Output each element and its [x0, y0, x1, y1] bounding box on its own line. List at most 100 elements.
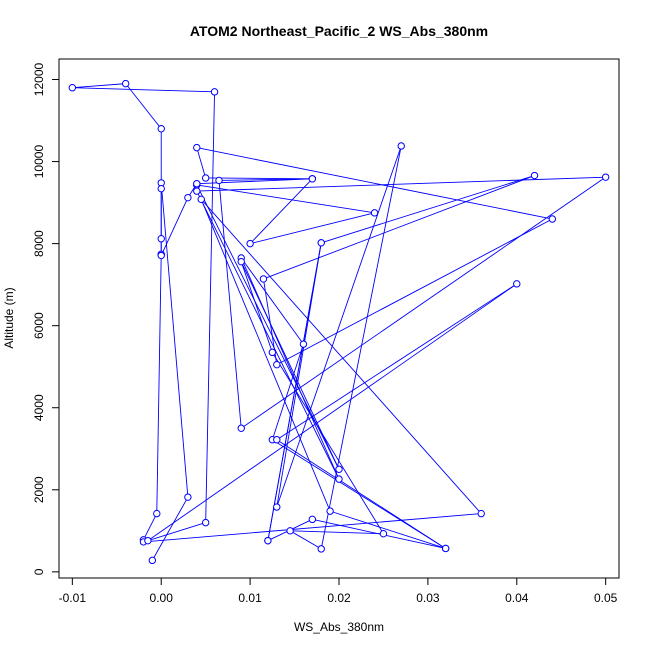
- data-point: [335, 475, 343, 483]
- y-tick-label: 0: [32, 568, 46, 575]
- data-point: [215, 176, 223, 185]
- y-tick-label: 10000: [32, 145, 46, 179]
- data-point: [326, 507, 334, 515]
- y-tick-label: 2000: [32, 476, 46, 503]
- x-axis: -0.01 0.00 0.01 0.02 0.03 0.04 0.05: [59, 577, 618, 605]
- data-point: [193, 187, 201, 195]
- data-point: [144, 536, 152, 545]
- series-segment: [72, 87, 215, 93]
- data-point: [513, 280, 521, 288]
- y-axis: 0 2000 4000 6000 8000 10000 12000: [32, 63, 60, 575]
- data-point: [157, 235, 165, 243]
- series-segment: [240, 257, 304, 345]
- data-point: [264, 536, 272, 545]
- series-segment: [147, 283, 518, 542]
- series-segment: [290, 530, 384, 535]
- series-segment: [320, 145, 402, 549]
- series-segment: [267, 242, 322, 541]
- chart-title: ATOM2 Northeast_Pacific_2 WS_Abs_380nm: [190, 23, 488, 39]
- series-segment: [218, 180, 242, 429]
- series-segment: [200, 199, 331, 512]
- data-point: [157, 125, 165, 133]
- data-point: [273, 436, 281, 444]
- data-point: [286, 527, 294, 535]
- x-axis-label: WS_Abs_380nm: [294, 620, 384, 634]
- x-tick-label: 0.01: [238, 591, 262, 605]
- series-segment: [72, 83, 126, 89]
- series-segment: [125, 83, 162, 130]
- series-segment: [156, 254, 162, 514]
- series-segment: [196, 190, 340, 480]
- series-segment: [147, 522, 206, 542]
- y-tick-label: 12000: [32, 63, 46, 97]
- x-tick-label: 0.03: [416, 591, 440, 605]
- data-point: [184, 193, 192, 202]
- x-tick-label: 0.02: [327, 591, 351, 605]
- data-point: [379, 529, 388, 538]
- series-segment: [263, 175, 535, 280]
- series-segment: [321, 175, 535, 244]
- series-segment: [271, 352, 384, 534]
- series-segment: [276, 439, 446, 549]
- series-line: [72, 83, 606, 561]
- data-point: [148, 556, 157, 565]
- series-segment: [276, 145, 402, 508]
- data-point: [157, 184, 165, 193]
- data-point: [308, 515, 317, 524]
- data-point: [299, 340, 308, 348]
- series-segment: [250, 212, 375, 245]
- series-segment: [205, 177, 313, 180]
- data-point: [601, 173, 610, 181]
- data-point: [193, 180, 201, 188]
- series-segment: [160, 197, 189, 256]
- series-segment: [312, 518, 446, 549]
- series-segment: [196, 178, 313, 185]
- data-point: [121, 79, 130, 88]
- data-point: [477, 509, 485, 518]
- data-point: [193, 143, 201, 152]
- series-segment: [249, 178, 313, 244]
- series-segment: [240, 261, 273, 353]
- data-point: [184, 493, 192, 501]
- series-segment: [240, 176, 606, 429]
- series-segment: [276, 218, 553, 366]
- data-point: [157, 251, 165, 260]
- series-segment: [143, 513, 482, 543]
- data-point: [335, 465, 343, 473]
- series-segment: [205, 91, 216, 523]
- y-tick-label: 4000: [32, 394, 46, 421]
- series-segment: [200, 199, 482, 514]
- data-point: [246, 239, 254, 248]
- series-segment: [240, 257, 340, 480]
- x-tick-label: -0.01: [59, 591, 87, 605]
- series-segment: [276, 242, 322, 508]
- data-point: [317, 239, 325, 247]
- data-point: [268, 348, 277, 357]
- series-segment: [196, 147, 207, 179]
- data-point: [548, 215, 557, 223]
- x-tick-label: 0.00: [150, 591, 174, 605]
- plot-frame: [58, 58, 620, 579]
- series-segment: [196, 184, 340, 470]
- data-point: [273, 503, 281, 511]
- series-segment: [240, 261, 340, 470]
- data-point: [68, 84, 77, 92]
- data-point: [201, 518, 210, 527]
- data-point: [397, 142, 405, 150]
- series-points: [68, 79, 610, 565]
- data-point: [441, 544, 450, 553]
- series-segment: [196, 176, 606, 192]
- series-segment: [276, 283, 518, 441]
- x-tick-label: 0.04: [505, 591, 529, 605]
- x-tick-label: 0.05: [594, 591, 618, 605]
- series-segment: [196, 184, 375, 214]
- series-segment: [160, 182, 189, 498]
- data-point: [210, 88, 219, 96]
- series-segment: [289, 530, 322, 550]
- data-point: [370, 209, 379, 217]
- data-point: [530, 171, 539, 180]
- data-point: [317, 545, 325, 553]
- data-point: [259, 275, 268, 283]
- data-point: [197, 195, 205, 204]
